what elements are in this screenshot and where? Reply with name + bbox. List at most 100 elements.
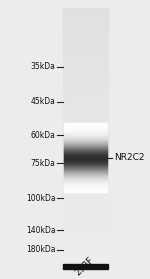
Bar xyxy=(63,161,108,162)
Bar xyxy=(63,172,108,173)
Bar xyxy=(63,214,108,215)
Bar xyxy=(63,154,108,155)
Bar xyxy=(64,159,107,160)
Bar xyxy=(63,24,108,25)
Bar xyxy=(63,137,108,138)
Bar xyxy=(63,128,108,129)
Bar xyxy=(63,237,108,238)
Bar xyxy=(63,86,108,87)
Bar xyxy=(63,106,108,107)
Bar xyxy=(63,157,108,158)
Bar xyxy=(64,145,107,146)
Bar xyxy=(64,170,107,171)
Bar xyxy=(63,243,108,244)
Bar xyxy=(63,198,108,199)
Bar xyxy=(63,255,108,256)
Bar xyxy=(63,229,108,230)
Bar xyxy=(64,178,107,179)
Bar xyxy=(63,79,108,80)
Bar xyxy=(63,173,108,174)
Bar xyxy=(64,163,107,164)
Bar xyxy=(63,205,108,206)
Bar xyxy=(63,20,108,21)
Bar xyxy=(63,123,108,124)
Bar xyxy=(64,182,107,183)
Bar xyxy=(63,58,108,59)
Bar xyxy=(63,190,108,191)
Bar xyxy=(63,70,108,71)
Bar xyxy=(63,160,108,161)
Bar xyxy=(64,176,107,177)
Bar xyxy=(63,31,108,32)
Bar xyxy=(63,228,108,229)
Bar xyxy=(64,149,107,150)
Bar xyxy=(63,99,108,100)
Bar xyxy=(63,129,108,130)
Bar xyxy=(63,47,108,48)
Bar xyxy=(63,245,108,246)
Bar xyxy=(63,67,108,68)
Bar xyxy=(63,238,108,239)
Bar xyxy=(63,57,108,58)
Bar xyxy=(63,64,108,65)
Text: 140kDa: 140kDa xyxy=(26,226,56,235)
Bar xyxy=(63,32,108,33)
Bar xyxy=(63,117,108,118)
Bar xyxy=(63,34,108,35)
Bar xyxy=(64,165,107,166)
Bar xyxy=(64,140,107,141)
Bar xyxy=(63,89,108,90)
Bar xyxy=(63,263,108,264)
Bar xyxy=(64,148,107,149)
Bar xyxy=(63,201,108,202)
Bar xyxy=(64,172,107,173)
Bar xyxy=(63,59,108,60)
Bar xyxy=(63,162,108,163)
Bar xyxy=(64,155,107,156)
Bar xyxy=(63,78,108,79)
Bar xyxy=(63,93,108,94)
Bar xyxy=(63,226,108,227)
Bar xyxy=(63,153,108,154)
Text: NR2C2: NR2C2 xyxy=(114,153,144,162)
Text: 60kDa: 60kDa xyxy=(31,131,56,140)
Bar xyxy=(63,80,108,81)
Bar xyxy=(63,23,108,24)
Bar xyxy=(64,180,107,181)
Bar xyxy=(63,167,108,168)
Bar xyxy=(64,184,107,185)
Bar xyxy=(63,133,108,134)
Bar xyxy=(63,158,108,159)
Bar xyxy=(64,174,107,175)
Bar xyxy=(63,239,108,240)
Bar xyxy=(63,50,108,51)
Bar xyxy=(63,168,108,169)
Bar xyxy=(64,175,107,176)
Bar xyxy=(63,218,108,219)
Bar xyxy=(63,235,108,236)
Bar xyxy=(63,227,108,228)
Bar xyxy=(64,132,107,133)
Bar xyxy=(64,181,107,182)
Bar xyxy=(64,157,107,158)
Bar xyxy=(64,186,107,187)
Bar xyxy=(64,164,107,165)
Bar xyxy=(63,62,108,63)
Bar xyxy=(63,207,108,208)
Bar xyxy=(63,199,108,200)
Bar xyxy=(63,134,108,135)
Bar xyxy=(63,242,108,243)
Bar xyxy=(63,192,108,193)
Bar xyxy=(63,212,108,213)
Bar xyxy=(63,241,108,242)
Bar xyxy=(64,165,107,166)
Bar xyxy=(63,219,108,220)
Bar xyxy=(64,124,107,125)
Bar xyxy=(63,130,108,131)
Bar xyxy=(63,215,108,216)
Bar xyxy=(63,11,108,12)
Bar xyxy=(64,174,107,175)
Text: 180kDa: 180kDa xyxy=(26,245,56,254)
Bar xyxy=(63,112,108,113)
Bar xyxy=(63,71,108,72)
